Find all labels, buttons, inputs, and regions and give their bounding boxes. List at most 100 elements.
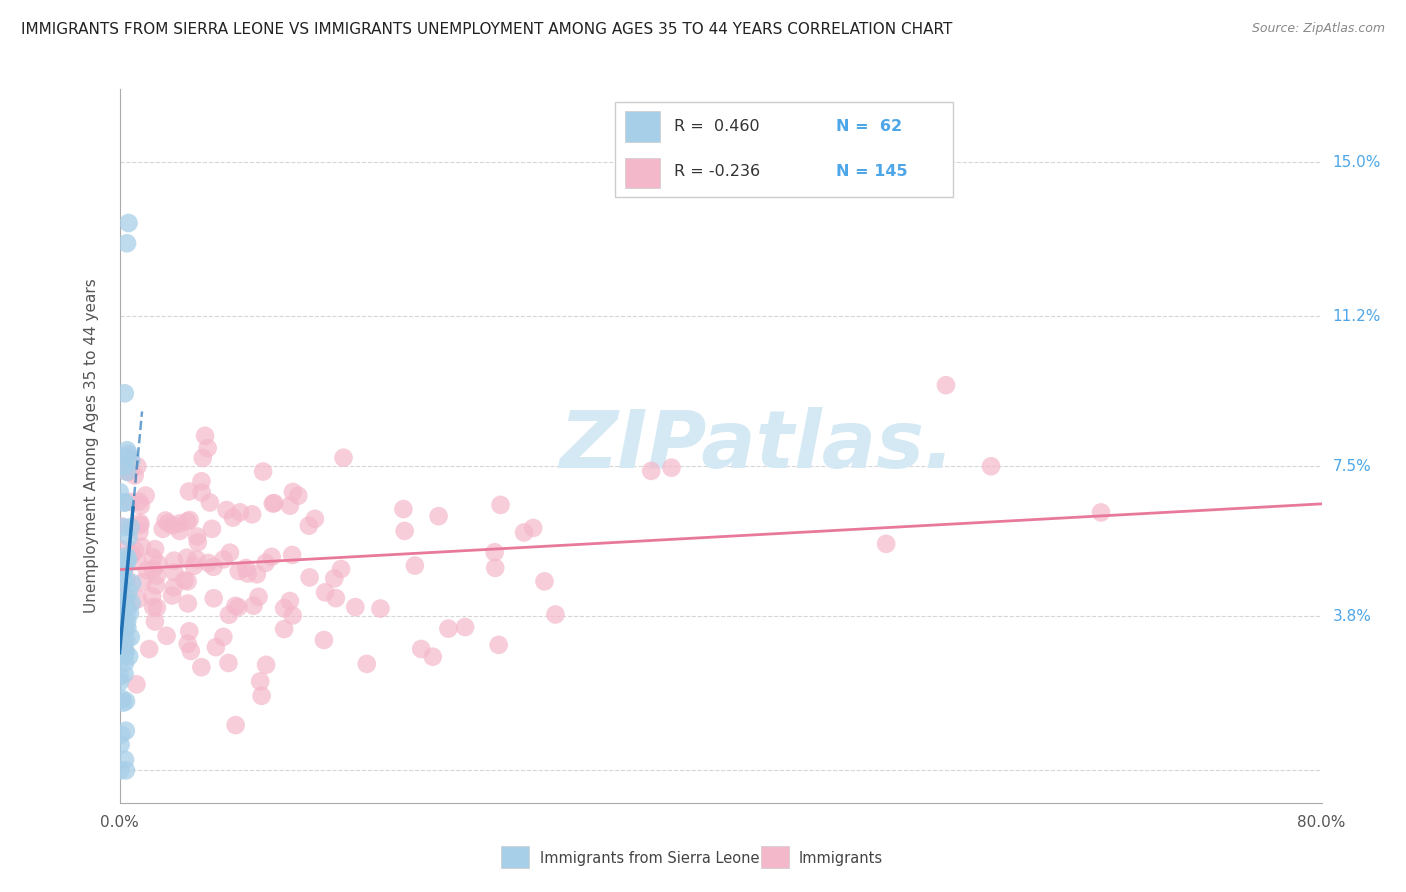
Point (112, 635, 135, 649)
Point (110, 555, 132, 569)
Point (115, 764, 138, 778)
Point (454, 620, 477, 634)
Point (114, 646, 136, 660)
Point (114, 495, 136, 509)
Point (173, 574, 195, 588)
Point (661, 460, 683, 475)
Point (260, 549, 283, 564)
Point (118, 649, 141, 664)
Point (935, 378, 957, 392)
Point (370, 601, 392, 615)
Point (198, 495, 221, 509)
Point (191, 450, 214, 465)
Point (112, 696, 135, 710)
Text: R = -0.236: R = -0.236 (673, 164, 759, 179)
Point (197, 556, 219, 570)
Point (120, 630, 142, 644)
Point (129, 516, 152, 530)
Text: 15.0%: 15.0% (1333, 154, 1381, 169)
Point (111, 691, 134, 706)
Point (205, 640, 228, 654)
Point (115, 465, 138, 479)
Point (250, 689, 273, 703)
Point (129, 518, 152, 533)
Point (160, 589, 183, 603)
Point (135, 489, 157, 503)
Point (112, 520, 135, 534)
Point (392, 502, 415, 516)
Point (115, 450, 138, 465)
Point (131, 540, 153, 554)
Bar (626, 112, 659, 142)
Point (143, 615, 166, 629)
Point (152, 522, 174, 536)
Point (121, 596, 143, 610)
Point (177, 637, 200, 651)
Text: IMMIGRANTS FROM SIERRA LEONE VS IMMIGRANTS UNEMPLOYMENT AMONG AGES 35 TO 44 YEAR: IMMIGRANTS FROM SIERRA LEONE VS IMMIGRAN… (21, 22, 952, 37)
Point (217, 656, 239, 670)
Point (236, 566, 259, 581)
Point (484, 545, 506, 559)
Point (125, 677, 148, 691)
Point (273, 601, 295, 615)
Point (249, 674, 271, 689)
Point (323, 571, 346, 585)
Point (114, 644, 136, 658)
Point (114, 597, 136, 611)
Point (980, 459, 1002, 474)
Point (146, 600, 169, 615)
Point (281, 485, 304, 500)
Point (273, 622, 295, 636)
Point (110, 620, 132, 634)
Point (120, 453, 142, 467)
Point (118, 530, 141, 544)
Point (489, 498, 512, 512)
Point (212, 552, 235, 566)
Point (114, 620, 136, 634)
Point (229, 505, 252, 519)
Point (246, 567, 269, 582)
Point (112, 572, 135, 586)
Point (235, 561, 257, 575)
Point (252, 465, 274, 479)
FancyBboxPatch shape (614, 103, 953, 196)
Point (180, 644, 202, 658)
Point (117, 216, 139, 230)
Point (118, 606, 141, 620)
Point (218, 607, 240, 622)
Point (215, 503, 238, 517)
Point (110, 589, 132, 603)
Point (110, 728, 132, 742)
Point (228, 564, 250, 578)
Point (304, 512, 326, 526)
Point (422, 649, 444, 664)
Point (281, 608, 304, 623)
Point (640, 464, 662, 478)
Point (115, 572, 138, 586)
Point (278, 499, 301, 513)
Point (332, 450, 354, 465)
Point (176, 515, 198, 529)
Point (190, 485, 212, 500)
Point (163, 566, 186, 580)
Point (141, 590, 163, 604)
Point (143, 542, 166, 557)
Point (112, 609, 135, 624)
Point (112, 560, 135, 574)
Point (114, 596, 136, 610)
Point (145, 578, 167, 592)
Point (254, 657, 277, 672)
Point (108, 485, 131, 500)
Point (314, 585, 336, 599)
Point (146, 568, 169, 582)
Point (176, 550, 198, 565)
Point (120, 520, 142, 534)
Point (110, 542, 132, 557)
Point (128, 494, 150, 508)
Point (114, 667, 136, 681)
Point (183, 558, 205, 573)
Point (117, 447, 139, 461)
Point (163, 580, 186, 594)
Point (118, 585, 141, 599)
Point (115, 553, 138, 567)
